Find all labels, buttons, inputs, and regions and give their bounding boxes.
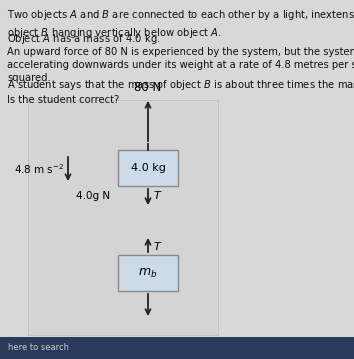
Text: 4.0g N: 4.0g N <box>76 191 110 201</box>
FancyBboxPatch shape <box>28 100 218 335</box>
Text: 80 N: 80 N <box>135 81 162 94</box>
Text: T: T <box>154 191 161 201</box>
Text: 4.8 m s$^{-2}$: 4.8 m s$^{-2}$ <box>13 162 64 176</box>
Text: here to search: here to search <box>8 344 69 353</box>
Text: T: T <box>154 242 161 252</box>
Text: $m_b$: $m_b$ <box>138 266 158 280</box>
Bar <box>0 337 354 359</box>
Text: Two objects $\mathit{A}$ and $\mathit{B}$ are connected to each other by a light: Two objects $\mathit{A}$ and $\mathit{B}… <box>7 8 354 40</box>
Bar <box>118 150 178 186</box>
Text: Object $\mathit{A}$ has a mass of 4.0 kg.: Object $\mathit{A}$ has a mass of 4.0 kg… <box>7 32 161 46</box>
Text: An upward force of 80 N is experienced by the system, but the system is
accelera: An upward force of 80 N is experienced b… <box>7 47 354 83</box>
Bar <box>118 255 178 291</box>
Text: A student says that the mass of object $\mathit{B}$ is about three times the mas: A student says that the mass of object $… <box>7 78 354 105</box>
Text: 4.0 kg: 4.0 kg <box>131 163 165 173</box>
